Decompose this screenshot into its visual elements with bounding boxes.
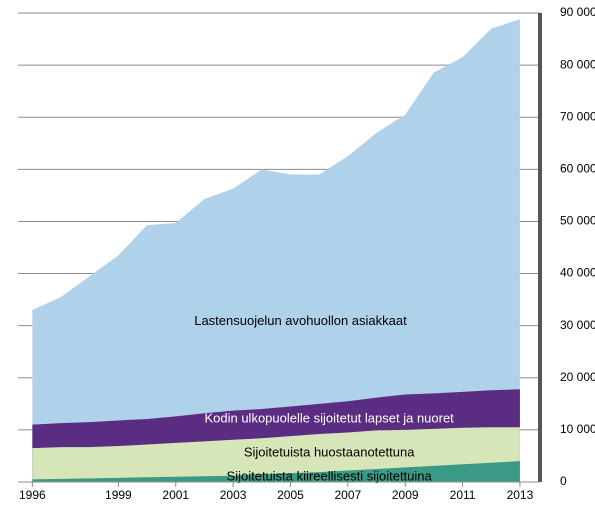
y-tick-label: 50 000: [560, 214, 595, 228]
series-label: Sijoitetuista huostaanotettuna: [244, 445, 415, 460]
series-label: Kodin ulkopuolelle sijoitetut lapset ja …: [204, 410, 454, 425]
y-tick-label: 10 000: [560, 422, 595, 436]
series-label: Sijoitetuista kiireellisesti sijoitettui…: [227, 468, 433, 483]
x-tick-label: 2011: [450, 488, 476, 502]
y-tick-label: 20 000: [560, 370, 595, 384]
area: [32, 19, 520, 483]
y-tick-label: 60 000: [560, 162, 595, 176]
series-label: Lastensuojelun avohuollon asiakkaat: [194, 313, 407, 328]
y-tick-label: 80 000: [560, 57, 595, 71]
y-tick-label: 90 000: [560, 5, 595, 19]
x-tick-label: 2003: [220, 488, 247, 502]
x-tick-label: 2013: [507, 488, 534, 502]
x-tick-label: 2007: [334, 488, 361, 502]
x-tick-label: 2005: [277, 488, 304, 502]
x-tick-label: 2009: [392, 488, 419, 502]
area: [32, 461, 520, 482]
y-tick-label: 0: [560, 474, 567, 488]
x-tick-label: 1999: [105, 488, 132, 502]
y-tick-label: 70 000: [560, 109, 595, 123]
y-tick-label: 40 000: [560, 266, 595, 280]
x-tick-label: 1996: [19, 488, 46, 502]
x-tick-label: 2001: [162, 488, 189, 502]
y-tick-label: 30 000: [560, 318, 595, 332]
